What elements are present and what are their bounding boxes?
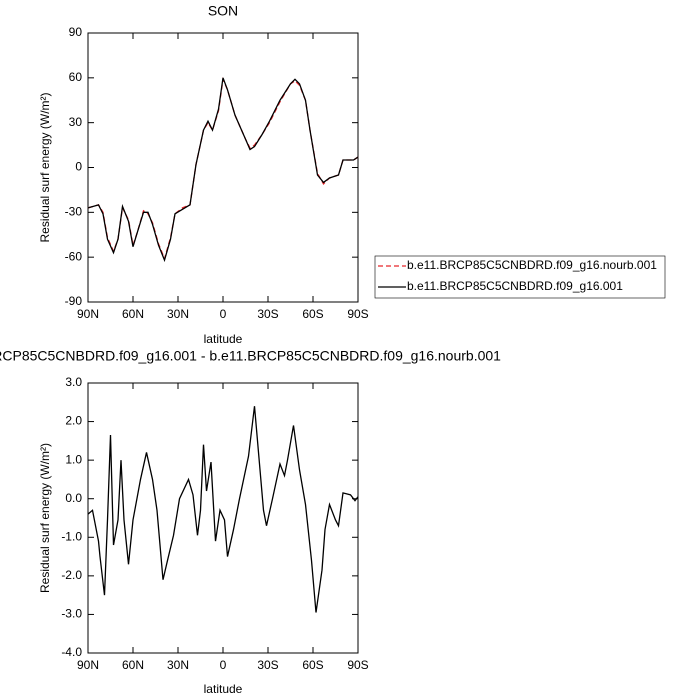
y-tick-label: -1.0 (61, 529, 82, 543)
y-tick-label: -3.0 (61, 607, 82, 621)
x-tick-label: 90N (77, 307, 99, 321)
x-tick-label: 90S (347, 307, 368, 321)
y-tick-label: 3.0 (65, 375, 82, 389)
plot-frame (87, 32, 359, 303)
y-tick-label: 2.0 (65, 414, 82, 428)
x-tick-label: 60S (302, 307, 323, 321)
y-tick-label: 60 (69, 70, 83, 84)
chart-title: b.e11.BRCP85C5CNBDRD.f09_g16.001 - b.e11… (0, 348, 501, 364)
x-tick-label: 0 (220, 658, 227, 672)
plot-frame (87, 382, 359, 654)
y-tick-label: -4.0 (61, 645, 82, 659)
y-axis-label: Residual surf energy (W/m²) (38, 92, 52, 242)
x-tick-label: 90S (347, 658, 368, 672)
x-tick-label: 60S (302, 658, 323, 672)
y-tick-label: -60 (65, 249, 83, 263)
data-line (87, 77, 359, 263)
y-tick-label: 90 (69, 25, 83, 39)
x-tick-label: 30S (257, 658, 278, 672)
x-tick-label: 30N (167, 658, 189, 672)
x-tick-label: 0 (220, 307, 227, 321)
y-tick-label: -2.0 (61, 568, 82, 582)
legend-box (374, 255, 666, 299)
x-tick-label: 30S (257, 307, 278, 321)
y-axis-label: Residual surf energy (W/m²) (38, 443, 52, 593)
data-line (87, 406, 359, 613)
legend-label: b.e11.BRCP85C5CNBDRD.f09_g16.nourb.001 (407, 258, 657, 272)
x-tick-label: 90N (77, 658, 99, 672)
y-tick-label: -30 (65, 205, 83, 219)
x-axis-label: latitude (204, 682, 243, 696)
data-line (87, 76, 359, 261)
y-tick-label: 0 (75, 160, 82, 174)
x-tick-label: 60N (122, 307, 144, 321)
y-tick-label: -90 (65, 294, 83, 308)
x-tick-label: 30N (167, 307, 189, 321)
y-tick-label: 0.0 (65, 491, 82, 505)
legend-label: b.e11.BRCP85C5CNBDRD.f09_g16.001 (407, 279, 623, 293)
x-tick-label: 60N (122, 658, 144, 672)
y-tick-label: 1.0 (65, 452, 82, 466)
chart-title: SON (208, 3, 238, 19)
x-axis-label: latitude (204, 332, 243, 346)
y-tick-label: 30 (69, 115, 83, 129)
